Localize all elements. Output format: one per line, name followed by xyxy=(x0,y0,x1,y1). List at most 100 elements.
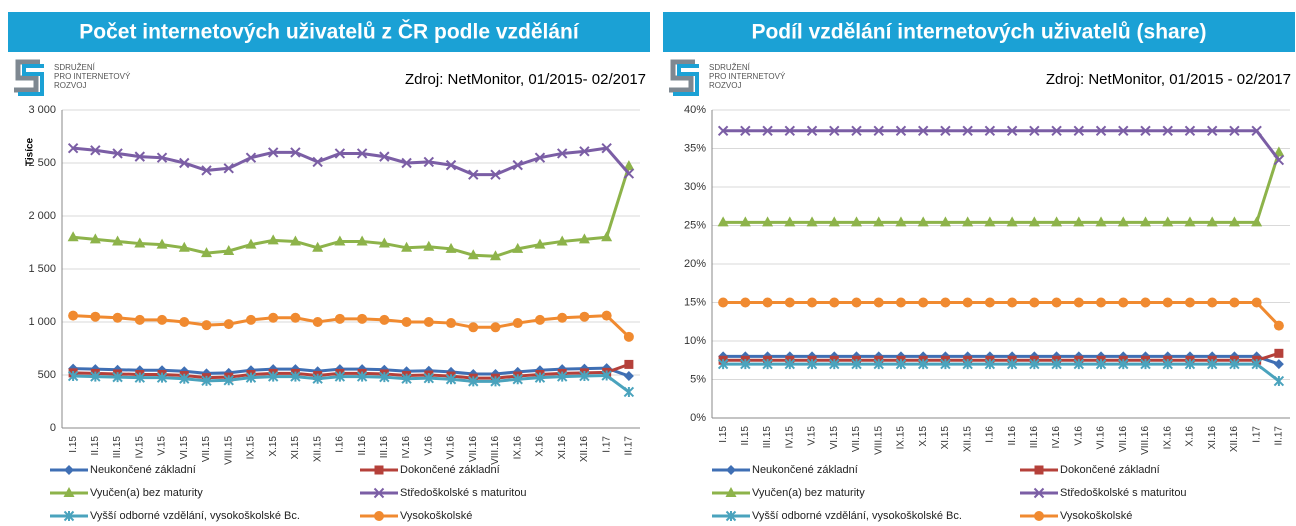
x-tick-label: II.16 xyxy=(1007,426,1018,446)
series-line xyxy=(73,374,630,394)
chart-title: Počet internetových uživatelů z ČR podle… xyxy=(79,20,580,44)
marker xyxy=(939,216,951,227)
marker xyxy=(223,163,234,174)
marker xyxy=(356,235,368,246)
marker xyxy=(423,240,435,251)
marker xyxy=(1251,358,1262,370)
marker xyxy=(201,165,212,176)
marker xyxy=(1118,125,1129,136)
marker xyxy=(379,151,390,162)
marker xyxy=(623,331,634,342)
marker xyxy=(623,168,635,179)
x-tick-label: VI.15 xyxy=(179,436,190,460)
marker xyxy=(917,358,929,370)
marker xyxy=(67,231,79,242)
x-tick-label: V.15 xyxy=(807,426,818,446)
y-tick-label: 0% xyxy=(690,412,706,424)
x-tick-label: VII.15 xyxy=(851,426,862,453)
marker xyxy=(268,312,279,323)
x-tick-label: XI.15 xyxy=(290,436,301,460)
marker xyxy=(984,297,995,308)
marker xyxy=(312,373,323,384)
marker xyxy=(445,159,457,171)
marker xyxy=(895,216,907,227)
marker xyxy=(401,373,412,384)
marker xyxy=(940,297,951,308)
marker xyxy=(851,125,862,136)
marker xyxy=(334,371,346,382)
marker xyxy=(1229,297,1240,308)
marker xyxy=(423,317,434,327)
marker xyxy=(1184,216,1196,227)
title-banner xyxy=(8,12,650,52)
logo-text: ROZVOJ xyxy=(54,81,86,90)
marker xyxy=(64,465,74,475)
legend-label: Vysokoškolské xyxy=(1060,510,1132,522)
marker xyxy=(379,371,390,383)
marker xyxy=(490,376,501,387)
marker xyxy=(378,237,390,248)
marker xyxy=(624,359,634,369)
x-tick-label: I.16 xyxy=(335,436,346,453)
x-tick-label: VIII.15 xyxy=(223,436,234,465)
marker xyxy=(717,125,729,136)
marker xyxy=(1140,216,1151,227)
marker xyxy=(223,244,235,255)
x-tick-label: IV.16 xyxy=(401,436,412,459)
marker xyxy=(725,487,737,497)
marker xyxy=(201,320,212,331)
logo-text: PRO INTERNETOVÝ xyxy=(54,72,131,81)
y-tick-label: 1 500 xyxy=(28,263,56,275)
marker xyxy=(223,319,234,330)
marker xyxy=(806,216,818,227)
marker xyxy=(178,241,190,252)
marker xyxy=(374,465,384,475)
x-tick-label: II.15 xyxy=(740,426,751,446)
logo-icon xyxy=(18,64,44,96)
marker xyxy=(156,372,168,383)
marker xyxy=(1206,216,1218,227)
x-tick-label: II.15 xyxy=(90,436,101,456)
marker xyxy=(556,235,568,246)
marker xyxy=(984,125,996,136)
x-tick-label: XII.15 xyxy=(312,436,323,463)
x-tick-label: X.16 xyxy=(1185,426,1196,447)
x-tick-label: XII.16 xyxy=(1229,426,1240,453)
marker xyxy=(179,157,190,169)
marker xyxy=(762,216,774,227)
legend-label: Středoškolské s maturitou xyxy=(400,487,527,499)
marker xyxy=(623,371,634,382)
marker xyxy=(312,241,324,252)
marker xyxy=(851,216,862,227)
marker xyxy=(445,242,457,253)
marker xyxy=(534,152,546,163)
marker xyxy=(245,238,257,249)
marker xyxy=(556,371,568,382)
marker xyxy=(179,373,190,384)
marker xyxy=(490,250,501,261)
marker xyxy=(468,322,479,333)
source: Zdroj: NetMonitor, 01/2015 - 02/2017 xyxy=(1046,71,1291,88)
marker xyxy=(556,148,568,159)
marker xyxy=(1034,511,1044,521)
marker xyxy=(63,510,75,522)
marker xyxy=(829,125,840,136)
marker xyxy=(1162,358,1173,370)
x-tick-label: VII.16 xyxy=(1118,426,1129,453)
x-tick-label: VII.15 xyxy=(201,436,212,463)
marker xyxy=(917,125,929,136)
marker xyxy=(267,371,279,382)
marker xyxy=(1073,125,1085,136)
logo-icon xyxy=(14,59,40,93)
marker xyxy=(1033,487,1045,499)
x-tick-label: X.16 xyxy=(535,436,546,457)
marker xyxy=(725,510,737,522)
source: Zdroj: NetMonitor, 01/2015- 02/2017 xyxy=(405,71,646,88)
marker xyxy=(739,216,751,227)
marker xyxy=(373,487,385,499)
marker xyxy=(112,312,123,323)
x-tick-label: VII.16 xyxy=(468,436,479,463)
marker xyxy=(873,358,884,370)
logo-icon xyxy=(673,64,699,96)
marker xyxy=(1006,358,1018,370)
